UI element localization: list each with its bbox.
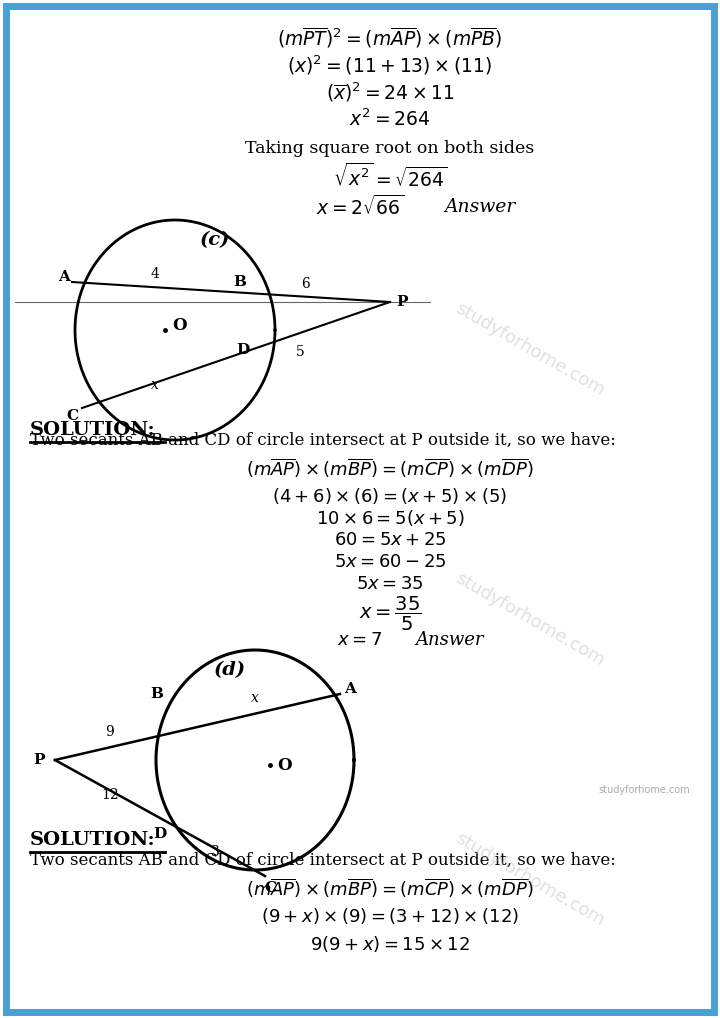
Text: $(\overline{x})^2 = 24 \times 11$: $(\overline{x})^2 = 24 \times 11$ bbox=[325, 80, 454, 104]
Text: 3: 3 bbox=[211, 845, 220, 859]
Text: B: B bbox=[150, 687, 163, 701]
Text: C: C bbox=[66, 409, 78, 423]
Text: x: x bbox=[151, 378, 159, 392]
Text: $5x = 60 - 25$: $5x = 60 - 25$ bbox=[334, 553, 446, 571]
Text: Taking square root on both sides: Taking square root on both sides bbox=[246, 139, 535, 157]
Text: $(m\overline{AP}) \times (m\overline{BP}) = (m\overline{CP}) \times (m\overline{: $(m\overline{AP}) \times (m\overline{BP}… bbox=[246, 876, 534, 900]
Text: Answer: Answer bbox=[415, 631, 485, 649]
FancyBboxPatch shape bbox=[6, 6, 714, 1012]
Text: O: O bbox=[278, 756, 292, 774]
Text: $x = \dfrac{35}{5}$: $x = \dfrac{35}{5}$ bbox=[359, 595, 421, 633]
Text: 5: 5 bbox=[296, 345, 305, 359]
Text: C: C bbox=[264, 881, 276, 895]
Text: 6: 6 bbox=[301, 277, 310, 291]
Text: $x = 2\sqrt{66}$: $x = 2\sqrt{66}$ bbox=[316, 194, 404, 219]
Text: A: A bbox=[58, 270, 70, 284]
Text: $9(9 + x) = 15 \times 12$: $9(9 + x) = 15 \times 12$ bbox=[310, 934, 470, 954]
Text: Answer: Answer bbox=[444, 197, 516, 216]
Text: $60 = 5x + 25$: $60 = 5x + 25$ bbox=[334, 531, 446, 549]
Text: $(4 + 6) \times (6) = (x + 5) \times (5)$: $(4 + 6) \times (6) = (x + 5) \times (5)… bbox=[272, 486, 508, 506]
Text: $(m\overline{AP}) \times (m\overline{BP}) = (m\overline{CP}) \times (m\overline{: $(m\overline{AP}) \times (m\overline{BP}… bbox=[246, 456, 534, 479]
Text: Two secants AB and CD of circle intersect at P outside it, so we have:: Two secants AB and CD of circle intersec… bbox=[30, 432, 616, 449]
Text: $x^2 = 264$: $x^2 = 264$ bbox=[349, 108, 431, 129]
Text: D: D bbox=[236, 343, 250, 357]
Text: D: D bbox=[153, 827, 166, 841]
Text: $\sqrt{x^2} = \sqrt{264}$: $\sqrt{x^2} = \sqrt{264}$ bbox=[333, 163, 447, 191]
Text: SOLUTION:: SOLUTION: bbox=[30, 831, 156, 849]
Text: $x = 7$: $x = 7$ bbox=[338, 631, 382, 649]
Text: studyforhome.com: studyforhome.com bbox=[452, 300, 608, 400]
Text: SOLUTION:: SOLUTION: bbox=[30, 421, 156, 439]
Text: studyforhome.com: studyforhome.com bbox=[452, 830, 608, 930]
Text: (d): (d) bbox=[214, 661, 246, 679]
Text: 4: 4 bbox=[150, 267, 159, 281]
Text: 12: 12 bbox=[102, 788, 119, 802]
Text: O: O bbox=[173, 317, 187, 334]
Text: (c): (c) bbox=[200, 231, 230, 249]
Text: B: B bbox=[233, 275, 246, 289]
Text: A: A bbox=[344, 682, 356, 696]
Text: studyforhome.com: studyforhome.com bbox=[452, 570, 608, 670]
Text: $5x = 35$: $5x = 35$ bbox=[356, 575, 424, 593]
Text: 9: 9 bbox=[106, 725, 114, 739]
Text: x: x bbox=[251, 691, 259, 705]
Text: $(9 + x) \times (9) = (3 + 12) \times (12)$: $(9 + x) \times (9) = (3 + 12) \times (1… bbox=[261, 906, 519, 926]
Text: P: P bbox=[34, 753, 45, 767]
Text: $(m\overline{PT})^2 = (m\overline{AP}) \times (m\overline{PB})$: $(m\overline{PT})^2 = (m\overline{AP}) \… bbox=[277, 25, 503, 50]
Text: studyforhome.com: studyforhome.com bbox=[598, 785, 690, 795]
Text: Two secants AB and CD of circle intersect at P outside it, so we have:: Two secants AB and CD of circle intersec… bbox=[30, 851, 616, 868]
Text: $(x)^2 = (11 + 13) \times (11)$: $(x)^2 = (11 + 13) \times (11)$ bbox=[287, 53, 492, 76]
Text: $10 \times 6 = 5(x + 5)$: $10 \times 6 = 5(x + 5)$ bbox=[315, 508, 464, 528]
Text: P: P bbox=[396, 295, 408, 309]
